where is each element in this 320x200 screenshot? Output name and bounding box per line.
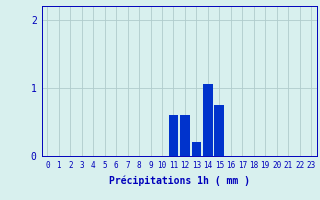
Bar (203, 84, 213, 156)
X-axis label: Précipitations 1h ( mm ): Précipitations 1h ( mm ) (109, 175, 250, 186)
Bar (214, 105, 224, 156)
Bar (169, 115, 178, 156)
Bar (180, 115, 190, 156)
Bar (192, 142, 201, 156)
